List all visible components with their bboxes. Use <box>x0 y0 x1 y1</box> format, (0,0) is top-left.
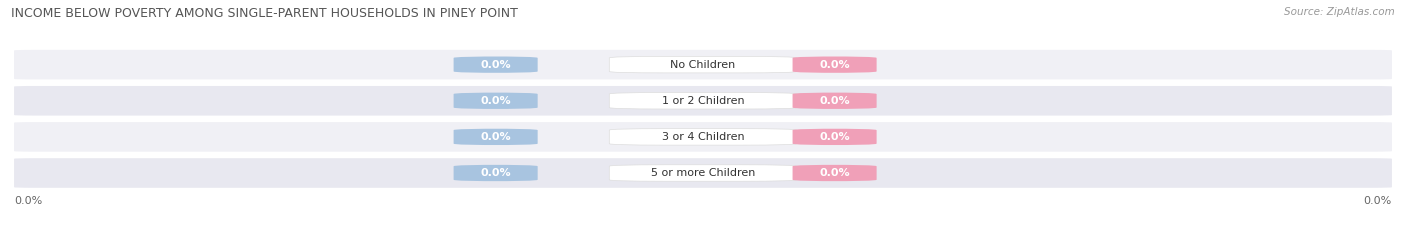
Text: No Children: No Children <box>671 60 735 70</box>
FancyBboxPatch shape <box>454 56 537 73</box>
FancyBboxPatch shape <box>454 129 537 145</box>
Text: 0.0%: 0.0% <box>481 168 510 178</box>
Text: 0.0%: 0.0% <box>481 132 510 142</box>
FancyBboxPatch shape <box>609 129 797 145</box>
Text: 0.0%: 0.0% <box>820 96 849 106</box>
Text: 1 or 2 Children: 1 or 2 Children <box>662 96 744 106</box>
Text: 3 or 4 Children: 3 or 4 Children <box>662 132 744 142</box>
Text: 0.0%: 0.0% <box>14 196 42 206</box>
Text: 0.0%: 0.0% <box>1364 196 1392 206</box>
FancyBboxPatch shape <box>14 158 1392 188</box>
FancyBboxPatch shape <box>793 93 876 109</box>
Text: 0.0%: 0.0% <box>820 132 849 142</box>
Text: 5 or more Children: 5 or more Children <box>651 168 755 178</box>
FancyBboxPatch shape <box>454 165 537 181</box>
FancyBboxPatch shape <box>454 93 537 109</box>
FancyBboxPatch shape <box>609 165 797 181</box>
FancyBboxPatch shape <box>14 122 1392 152</box>
Text: 0.0%: 0.0% <box>820 168 849 178</box>
Text: Source: ZipAtlas.com: Source: ZipAtlas.com <box>1284 7 1395 17</box>
FancyBboxPatch shape <box>793 165 876 181</box>
FancyBboxPatch shape <box>14 50 1392 79</box>
FancyBboxPatch shape <box>793 129 876 145</box>
Text: 0.0%: 0.0% <box>481 96 510 106</box>
Text: 0.0%: 0.0% <box>820 60 849 70</box>
FancyBboxPatch shape <box>609 93 797 109</box>
Text: INCOME BELOW POVERTY AMONG SINGLE-PARENT HOUSEHOLDS IN PINEY POINT: INCOME BELOW POVERTY AMONG SINGLE-PARENT… <box>11 7 519 20</box>
FancyBboxPatch shape <box>609 56 797 73</box>
Text: 0.0%: 0.0% <box>481 60 510 70</box>
FancyBboxPatch shape <box>14 86 1392 116</box>
FancyBboxPatch shape <box>793 56 876 73</box>
